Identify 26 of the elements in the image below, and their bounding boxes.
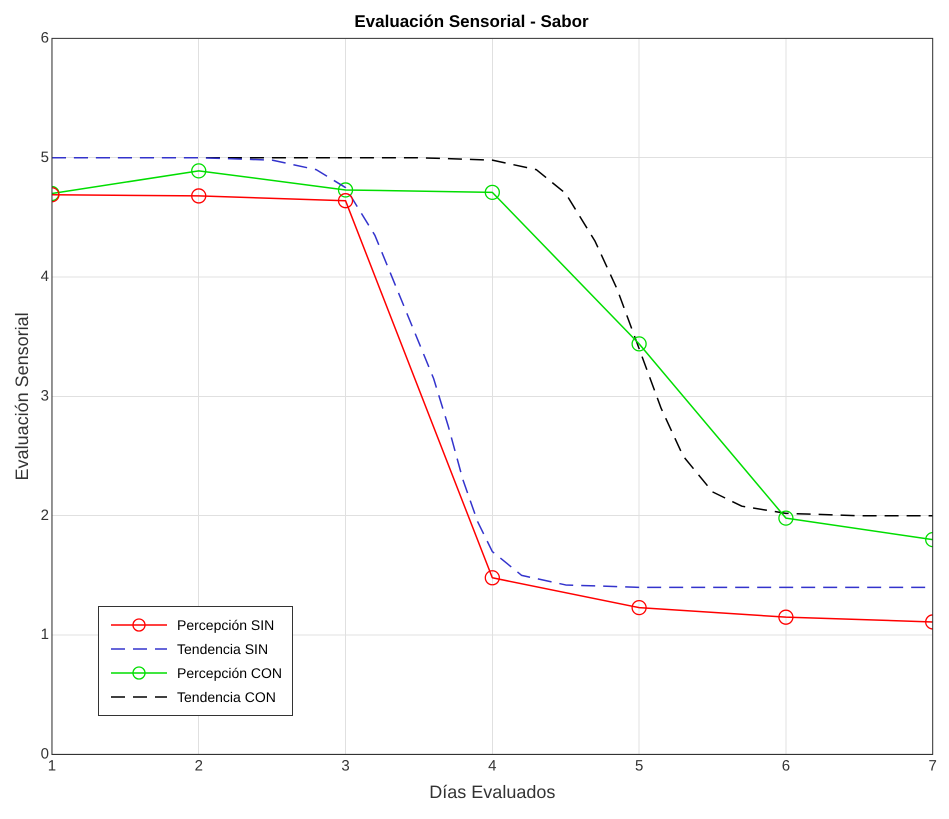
chart-title: Evaluación Sensorial - Sabor: [354, 12, 590, 31]
x-tick-label: 7: [928, 758, 937, 775]
y-tick-label: 4: [40, 268, 49, 286]
y-tick-label: 5: [40, 148, 49, 166]
y-tick-label: 6: [40, 30, 49, 47]
y-tick-label: 1: [40, 626, 49, 644]
x-tick-label: 2: [194, 758, 203, 775]
point: [338, 193, 354, 208]
x-tick-label: 5: [634, 758, 644, 775]
y-tick-label: 0: [40, 746, 49, 763]
x-tick-label: 3: [341, 758, 350, 775]
x-tick-label: 4: [488, 758, 496, 775]
point: [484, 570, 500, 586]
point: [631, 336, 647, 352]
legend-label: Percepción CON: [177, 665, 282, 681]
point: [338, 182, 354, 198]
x-tick-label: 6: [782, 758, 790, 775]
legend-label: Percepción SIN: [177, 617, 274, 633]
legend-label: Tendencia SIN: [177, 641, 268, 657]
y-axis-title: Evaluación Sensorial: [12, 312, 32, 480]
point: [631, 600, 647, 616]
y-tick-label: 2: [40, 506, 49, 524]
legend-label: Tendencia CON: [177, 689, 276, 705]
x-axis-title: Días Evaluados: [429, 782, 556, 802]
y-tick-label: 3: [40, 388, 49, 405]
point: [484, 184, 500, 200]
